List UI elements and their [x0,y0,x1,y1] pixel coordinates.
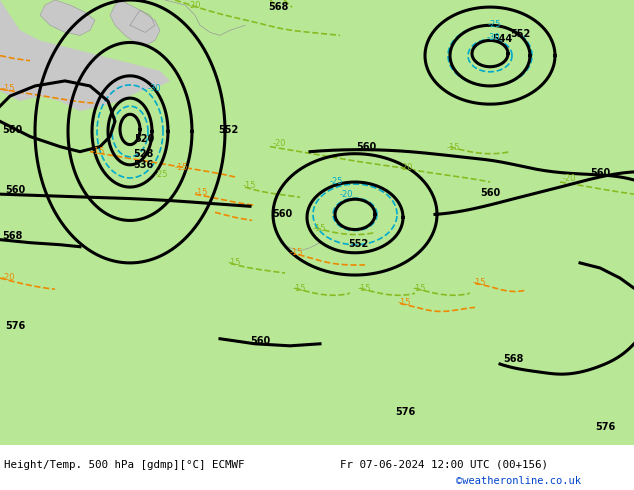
Text: -20: -20 [273,139,287,147]
Text: -15: -15 [290,248,304,257]
Text: -20: -20 [400,163,413,172]
Polygon shape [0,0,55,76]
Text: -15: -15 [293,284,306,293]
Text: 560: 560 [590,168,611,178]
Text: 560: 560 [250,336,270,346]
Text: 576: 576 [395,407,415,416]
Text: 560: 560 [5,185,25,195]
Text: -20: -20 [563,174,576,183]
Polygon shape [110,0,160,46]
Text: Fr 07-06-2024 12:00 UTC (00+156): Fr 07-06-2024 12:00 UTC (00+156) [340,460,548,470]
Text: 528: 528 [133,149,153,159]
Text: 568: 568 [503,354,524,364]
Text: -20: -20 [2,273,15,282]
Text: 560: 560 [356,142,376,151]
Text: 560: 560 [2,125,22,135]
Text: 536: 536 [133,160,153,170]
Text: -30: -30 [487,33,501,43]
Text: 568: 568 [268,2,288,12]
Text: -15: -15 [358,284,372,293]
Text: 552: 552 [218,125,238,135]
Text: -15: -15 [195,188,209,197]
Text: 560: 560 [272,209,292,220]
Text: -30: -30 [148,84,162,93]
Polygon shape [0,0,634,445]
Text: 544: 544 [492,34,512,45]
Text: 552: 552 [348,239,368,249]
Text: 576: 576 [595,422,615,432]
Text: -15: -15 [313,223,327,233]
Text: 576: 576 [5,320,25,331]
Polygon shape [0,0,170,111]
Text: -15: -15 [2,84,15,93]
Text: -15: -15 [175,163,188,172]
Text: -15: -15 [398,298,411,307]
Text: ©weatheronline.co.uk: ©weatheronline.co.uk [456,476,581,486]
Text: -20: -20 [340,190,354,199]
Text: -15: -15 [447,143,460,151]
Text: -25: -25 [155,170,169,179]
Text: -20: -20 [188,1,202,10]
Text: Height/Temp. 500 hPa [gdmp][°C] ECMWF: Height/Temp. 500 hPa [gdmp][°C] ECMWF [4,460,245,470]
Text: -15: -15 [228,258,242,267]
Text: -15: -15 [413,284,427,293]
Text: -15: -15 [473,278,486,287]
Text: -25: -25 [488,20,501,29]
Text: -25: -25 [330,177,344,186]
Text: 552: 552 [510,29,530,39]
Text: 560: 560 [480,188,500,198]
Text: 568: 568 [2,231,22,241]
Text: -15: -15 [92,147,105,156]
Text: -15: -15 [243,181,257,190]
Text: 520: 520 [134,134,154,144]
Polygon shape [40,0,95,35]
